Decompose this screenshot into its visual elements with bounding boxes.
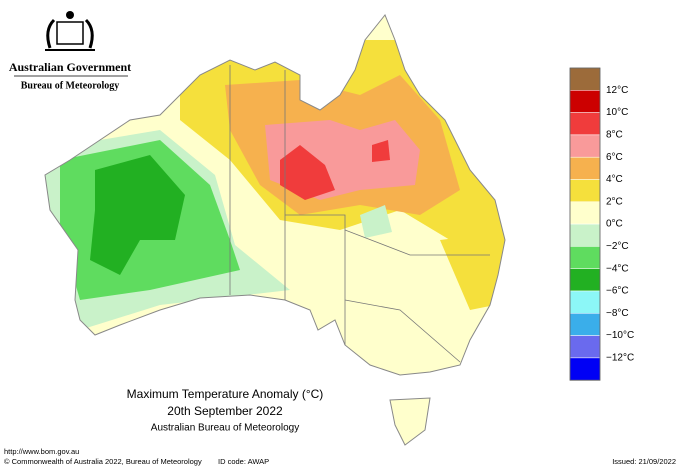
legend-swatch — [569, 335, 601, 359]
legend-swatch — [569, 112, 601, 136]
legend-label: 10°C — [606, 107, 628, 118]
legend: 12°C 10°C 8°C 6°C 4°C 2°C 0°C −2°C −4°C −6°C −8°C −… — [569, 67, 634, 381]
legend-frame — [569, 67, 601, 381]
map-date: 20th September 2022 — [167, 404, 283, 418]
legend-label: −12°C — [606, 353, 634, 364]
coastline — [44, 14, 506, 446]
legend-label: 8°C — [606, 130, 623, 141]
legend-swatch — [569, 313, 601, 336]
footer-id: ID code: AWAP — [218, 457, 269, 466]
legend-swatch — [569, 246, 601, 269]
legend-label: −4°C — [606, 263, 629, 274]
legend-swatch — [569, 201, 601, 225]
footer-issued: Issued: 21/09/2022 — [612, 457, 676, 466]
legend-swatch — [569, 290, 601, 314]
legend-swatch — [569, 134, 601, 158]
map-source: Australian Bureau of Meteorology — [151, 423, 299, 434]
legend-swatch — [569, 156, 601, 180]
coat-of-arms — [45, 11, 95, 51]
footer-url: http://www.bom.gov.au — [4, 447, 79, 456]
legend-swatch — [569, 179, 601, 203]
state-borders — [229, 65, 490, 363]
legend-swatch — [569, 67, 601, 91]
map-title: Maximum Temperature Anomaly (°C) — [127, 387, 324, 401]
legend-label: −2°C — [606, 241, 629, 252]
agency-name: Australian Government — [9, 60, 131, 74]
legend-label: 6°C — [606, 152, 623, 163]
legend-swatch — [569, 357, 601, 381]
legend-swatch — [569, 268, 601, 292]
footer-copyright: © Commonwealth of Australia 2022, Bureau… — [4, 457, 202, 466]
legend-label: −6°C — [606, 286, 629, 297]
legend-label: 12°C — [606, 85, 628, 96]
legend-label: −10°C — [606, 330, 634, 341]
bureau-name: Bureau of Meteorology — [21, 80, 120, 91]
legend-label: 4°C — [606, 174, 623, 185]
legend-swatch — [569, 223, 601, 247]
legend-label: 2°C — [606, 196, 623, 207]
legend-label: 0°C — [606, 219, 623, 230]
legend-swatch — [569, 90, 601, 113]
legend-label: −8°C — [606, 308, 629, 319]
